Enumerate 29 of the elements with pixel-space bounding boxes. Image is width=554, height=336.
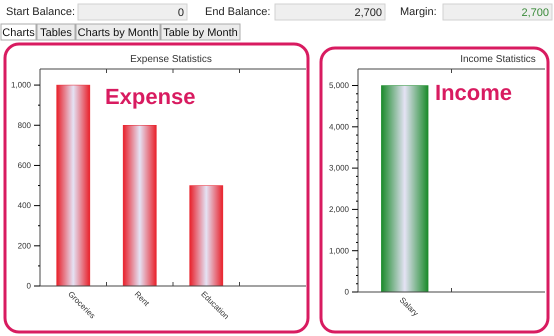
text: Tables (40, 27, 72, 39)
y-tick-label: 1,000 (328, 246, 350, 256)
y-tick-label: 3,000 (328, 164, 350, 173)
bar (56, 84, 90, 286)
y-tick-label: 4,000 (328, 122, 350, 132)
bar (122, 125, 157, 286)
text: 0 (178, 7, 184, 19)
y-tick-label: 1,000 (10, 80, 32, 90)
y-tick-label: 0 (344, 288, 350, 297)
annotation: Expense (105, 84, 196, 109)
text: 2,700 (354, 7, 382, 19)
y-tick-label: 600 (18, 161, 32, 170)
text: Margin: (400, 6, 437, 18)
y-tick-label: 400 (18, 201, 32, 210)
text: Table by Month (163, 27, 238, 39)
annotation: Income (435, 80, 512, 105)
y-tick-label: 0 (26, 282, 32, 291)
text: Charts (2, 27, 36, 39)
y-tick-label: 5,000 (328, 81, 350, 90)
chart-title: Expense Statistics (130, 54, 212, 65)
text: Charts by Month (78, 27, 158, 39)
chart-title: Income Statistics (460, 54, 536, 65)
y-tick-label: 200 (18, 241, 32, 250)
y-tick-label: 800 (18, 120, 32, 130)
text: End Balance: (205, 6, 270, 18)
bar (189, 185, 224, 286)
y-tick-label: 2,000 (328, 204, 350, 214)
text: 2,700 (521, 7, 549, 19)
text: Start Balance: (6, 6, 76, 18)
